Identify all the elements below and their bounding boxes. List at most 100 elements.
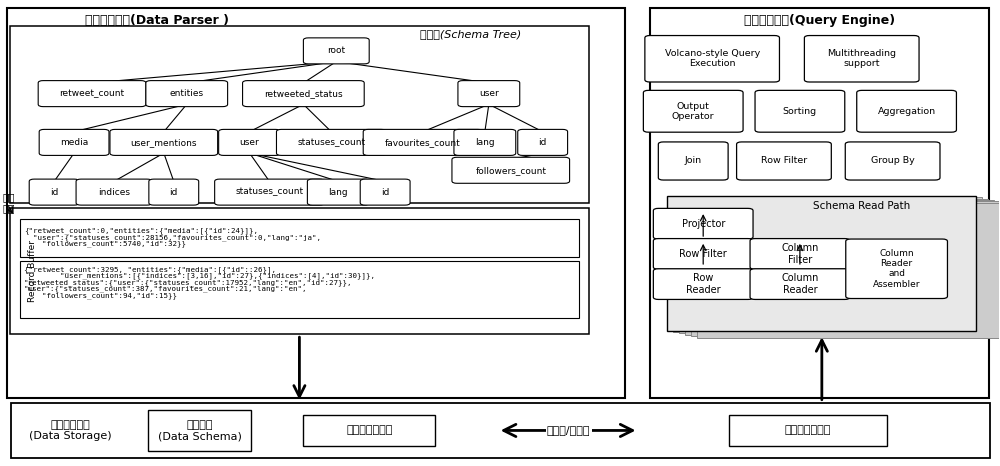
Bar bbox=[20, 261, 579, 318]
FancyBboxPatch shape bbox=[29, 179, 79, 205]
Text: 数据定义
(Data Schema): 数据定义 (Data Schema) bbox=[158, 420, 242, 441]
FancyBboxPatch shape bbox=[643, 90, 743, 132]
Text: {"retweet_count":3295, "entities":{"media":[{"id"::26}],: {"retweet_count":3295, "entities":{"medi… bbox=[24, 266, 276, 273]
Text: indices: indices bbox=[98, 188, 130, 197]
Text: user: user bbox=[240, 138, 259, 147]
Text: Sorting: Sorting bbox=[783, 107, 817, 116]
FancyBboxPatch shape bbox=[645, 35, 779, 82]
Text: Schema Read Path: Schema Read Path bbox=[813, 201, 910, 211]
FancyBboxPatch shape bbox=[146, 81, 228, 107]
Text: Output
Operator: Output Operator bbox=[672, 102, 715, 121]
Text: retweeted_status: retweeted_status bbox=[264, 89, 343, 98]
Text: Record Buffer: Record Buffer bbox=[28, 240, 37, 302]
Text: id: id bbox=[170, 188, 178, 197]
Bar bbox=[667, 196, 976, 330]
Text: Column
Reader: Column Reader bbox=[781, 273, 819, 295]
Text: 解析器/组装器: 解析器/组装器 bbox=[547, 425, 590, 435]
Text: user: user bbox=[479, 89, 499, 98]
Text: "user":{"statuses_count":28156,"favourites_count":0,"lang":"ja",: "user":{"statuses_count":28156,"favourit… bbox=[24, 234, 321, 240]
FancyBboxPatch shape bbox=[38, 81, 146, 107]
Text: statuses_count: statuses_count bbox=[235, 188, 304, 197]
FancyBboxPatch shape bbox=[653, 269, 753, 300]
Text: "user_mentions":[{"indices":[3,16],"id":27},{"indices":[4],"id":30}]},: "user_mentions":[{"indices":[3,16],"id":… bbox=[24, 272, 375, 279]
Text: Group By: Group By bbox=[871, 157, 915, 165]
Text: entities: entities bbox=[170, 89, 204, 98]
Text: "retweeted_status":{"user":{"statuses_count":17952,"lang":"en","id":27}},: "retweeted_status":{"user":{"statuses_co… bbox=[24, 279, 353, 286]
FancyBboxPatch shape bbox=[360, 179, 410, 205]
Text: lang: lang bbox=[475, 138, 495, 147]
FancyBboxPatch shape bbox=[219, 130, 280, 155]
Text: Row Filter: Row Filter bbox=[679, 249, 727, 259]
Text: Join: Join bbox=[685, 157, 702, 165]
Bar bbox=[679, 199, 988, 333]
Text: {"retweet_count":0,"entities":{"media":[{"id":24}]},: {"retweet_count":0,"entities":{"media":[… bbox=[24, 227, 258, 234]
Text: 数据解析模块(Data Parser ): 数据解析模块(Data Parser ) bbox=[85, 14, 229, 27]
Text: Column
Reader
and
Assembler: Column Reader and Assembler bbox=[873, 249, 920, 289]
FancyBboxPatch shape bbox=[76, 179, 152, 205]
Text: "followers_count":5740,"id":32}}: "followers_count":5740,"id":32}} bbox=[24, 240, 186, 247]
Text: id: id bbox=[381, 188, 389, 197]
FancyBboxPatch shape bbox=[845, 142, 940, 180]
FancyBboxPatch shape bbox=[149, 179, 199, 205]
Text: user_mentions: user_mentions bbox=[131, 138, 197, 147]
FancyBboxPatch shape bbox=[658, 142, 728, 180]
Text: Projector: Projector bbox=[682, 219, 725, 229]
FancyBboxPatch shape bbox=[750, 269, 850, 300]
Text: Column
Filter: Column Filter bbox=[781, 243, 819, 265]
Bar bbox=[691, 201, 1000, 336]
FancyBboxPatch shape bbox=[307, 179, 369, 205]
Text: favourites_count: favourites_count bbox=[385, 138, 461, 147]
FancyBboxPatch shape bbox=[215, 179, 324, 205]
Bar bbox=[148, 410, 251, 451]
Bar bbox=[11, 403, 990, 458]
Bar bbox=[20, 219, 579, 257]
FancyBboxPatch shape bbox=[518, 130, 568, 155]
Text: statuses_count: statuses_count bbox=[297, 138, 365, 147]
FancyBboxPatch shape bbox=[653, 208, 753, 239]
Text: 数据存储模块
(Data Storage): 数据存储模块 (Data Storage) bbox=[29, 420, 111, 441]
Text: followers_count: followers_count bbox=[475, 166, 546, 175]
Bar bbox=[10, 208, 589, 334]
Text: 列式二进制数据: 列式二进制数据 bbox=[785, 425, 831, 435]
Bar bbox=[650, 7, 989, 398]
FancyBboxPatch shape bbox=[110, 130, 218, 155]
Text: retweet_count: retweet_count bbox=[59, 89, 125, 98]
FancyBboxPatch shape bbox=[755, 90, 845, 132]
Text: Row Filter: Row Filter bbox=[761, 157, 807, 165]
FancyBboxPatch shape bbox=[857, 90, 956, 132]
Text: "followers_count":94,"id":15}}: "followers_count":94,"id":15}} bbox=[24, 292, 177, 299]
FancyBboxPatch shape bbox=[452, 157, 570, 183]
Bar bbox=[729, 415, 887, 445]
FancyBboxPatch shape bbox=[653, 239, 753, 269]
FancyBboxPatch shape bbox=[737, 142, 831, 180]
FancyBboxPatch shape bbox=[363, 130, 483, 155]
FancyBboxPatch shape bbox=[454, 130, 516, 155]
Bar bbox=[303, 415, 435, 445]
Text: 查询分析模块(Query Engine): 查询分析模块(Query Engine) bbox=[744, 14, 895, 27]
Bar bbox=[10, 26, 589, 203]
FancyBboxPatch shape bbox=[39, 130, 109, 155]
Text: id: id bbox=[50, 188, 58, 197]
FancyBboxPatch shape bbox=[846, 239, 947, 299]
Text: Volcano-style Query
Execution: Volcano-style Query Execution bbox=[665, 49, 760, 69]
Text: 行式二进制数据: 行式二进制数据 bbox=[346, 425, 392, 435]
Text: Aggregation: Aggregation bbox=[878, 107, 936, 116]
Text: 文本
数据: 文本 数据 bbox=[2, 192, 15, 213]
FancyBboxPatch shape bbox=[243, 81, 364, 107]
FancyBboxPatch shape bbox=[303, 38, 369, 64]
Text: media: media bbox=[60, 138, 88, 147]
Bar bbox=[673, 197, 982, 332]
Text: "user":{"statuses_count":387,"favourites_count":21,"lang":"en",: "user":{"statuses_count":387,"favourites… bbox=[24, 285, 308, 292]
FancyBboxPatch shape bbox=[276, 130, 386, 155]
Text: id: id bbox=[538, 138, 547, 147]
FancyBboxPatch shape bbox=[804, 35, 919, 82]
Text: root: root bbox=[327, 47, 345, 55]
FancyBboxPatch shape bbox=[458, 81, 520, 107]
Text: 语法树(Schema Tree): 语法树(Schema Tree) bbox=[420, 29, 522, 39]
Bar bbox=[7, 7, 625, 398]
Bar bbox=[685, 200, 994, 335]
Bar bbox=[697, 203, 1000, 337]
Text: lang: lang bbox=[328, 188, 348, 197]
Text: Row
Reader: Row Reader bbox=[686, 273, 721, 295]
Text: Multithreading
support: Multithreading support bbox=[827, 49, 896, 69]
